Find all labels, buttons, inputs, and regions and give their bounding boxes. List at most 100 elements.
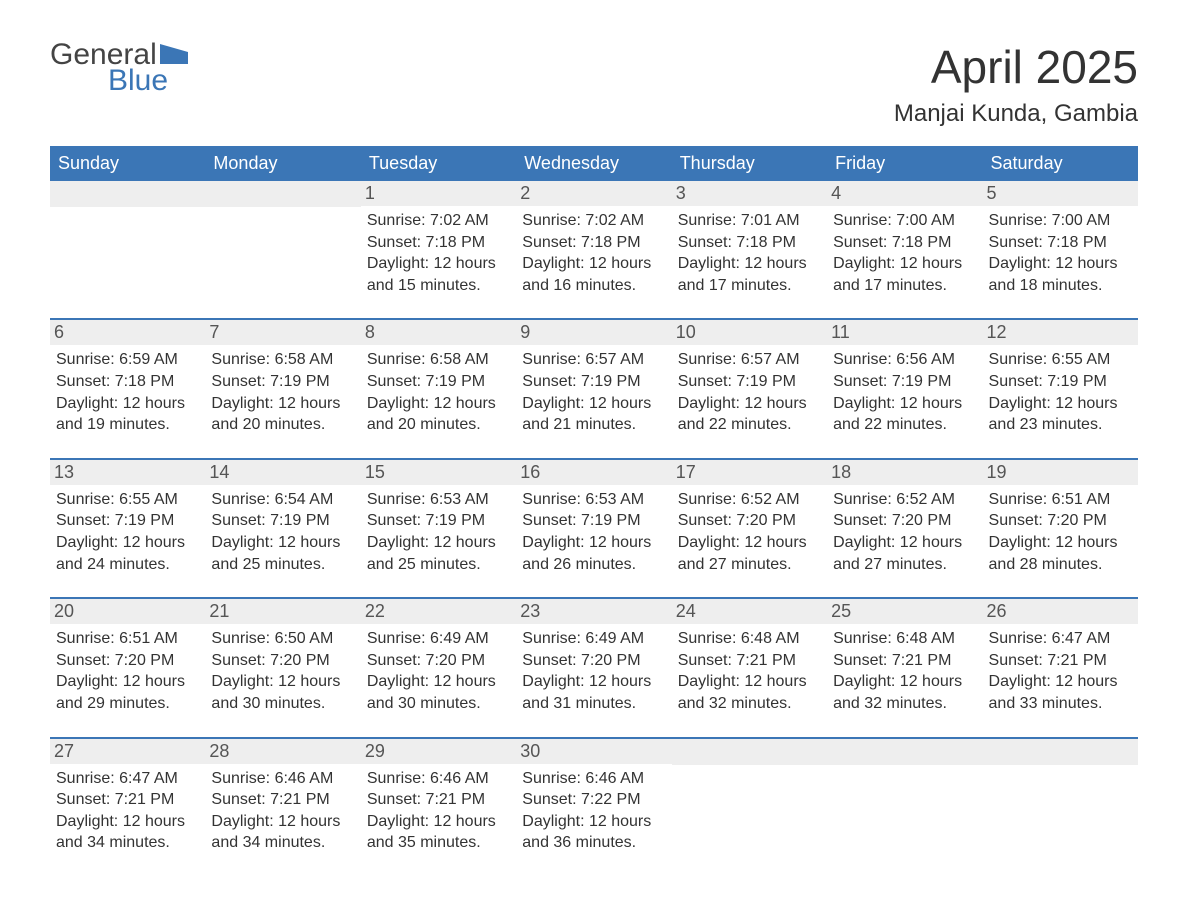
daylight-text: and 23 minutes. — [989, 414, 1132, 436]
sunset-text: Sunset: 7:21 PM — [678, 650, 821, 672]
calendar: SundayMondayTuesdayWednesdayThursdayFrid… — [50, 146, 1138, 868]
day-cell: 17 Sunrise: 6:52 AMSunset: 7:20 PMDayligh… — [672, 460, 827, 589]
day-number: 8 — [361, 320, 516, 345]
day-number: 29 — [361, 739, 516, 764]
sunrise-text: Sunrise: 6:54 AM — [211, 489, 354, 511]
day-number — [827, 739, 982, 765]
day-cell: 9 Sunrise: 6:57 AMSunset: 7:19 PMDaylight… — [516, 320, 671, 449]
sunrise-text: Sunrise: 6:51 AM — [989, 489, 1132, 511]
daylight-text: and 33 minutes. — [989, 693, 1132, 715]
day-cell: 10Sunrise: 6:57 AMSunset: 7:19 PMDayligh… — [672, 320, 827, 449]
day-cell: 28Sunrise: 6:46 AMSunset: 7:21 PMDayligh… — [205, 739, 360, 868]
daylight-text: Daylight: 12 hours — [833, 393, 976, 415]
day-number: 4 — [827, 181, 982, 206]
dow-cell: Friday — [827, 146, 982, 181]
day-cell: 4Sunrise: 7:00 AMSunset: 7:18 PMDaylight… — [827, 181, 982, 310]
day-cell: 25Sunrise: 6:48 AMSunset: 7:21 PMDayligh… — [827, 599, 982, 728]
sunrise-text: Sunrise: 6:52 AM — [833, 489, 976, 511]
day-cell: 16Sunrise: 6:53 AMSunset: 7:19 PMDayligh… — [516, 460, 671, 589]
sunrise-text: Sunrise: 6:53 AM — [367, 489, 510, 511]
day-number: 7 — [205, 320, 360, 345]
day-cell: 30Sunrise: 6:46 AMSunset: 7:22 PMDayligh… — [516, 739, 671, 868]
sunset-text: Sunset: 7:18 PM — [833, 232, 976, 254]
brand-bottom-text: Blue — [108, 66, 188, 96]
daylight-text: and 15 minutes. — [367, 275, 510, 297]
daylight-text: and 36 minutes. — [522, 832, 665, 854]
day-number: 10 — [672, 320, 827, 345]
sunrise-text: Sunrise: 6:55 AM — [56, 489, 199, 511]
sunset-text: Sunset: 7:20 PM — [678, 510, 821, 532]
day-number: 17 — [672, 460, 827, 485]
dow-cell: Saturday — [983, 146, 1138, 181]
sunrise-text: Sunrise: 7:02 AM — [367, 210, 510, 232]
sunset-text: Sunset: 7:22 PM — [522, 789, 665, 811]
sunrise-text: Sunrise: 7:00 AM — [989, 210, 1132, 232]
sunset-text: Sunset: 7:18 PM — [989, 232, 1132, 254]
month-title: April 2025 — [894, 40, 1138, 94]
day-cell: 22Sunrise: 6:49 AMSunset: 7:20 PMDayligh… — [361, 599, 516, 728]
sunset-text: Sunset: 7:19 PM — [56, 510, 199, 532]
day-cell — [672, 739, 827, 868]
sunset-text: Sunset: 7:20 PM — [56, 650, 199, 672]
day-cell: 5Sunrise: 7:00 AMSunset: 7:18 PMDaylight… — [983, 181, 1138, 310]
sunset-text: Sunset: 7:19 PM — [367, 371, 510, 393]
daylight-text: and 30 minutes. — [211, 693, 354, 715]
daylight-text: Daylight: 12 hours — [56, 393, 199, 415]
daylight-text: Daylight: 12 hours — [989, 393, 1132, 415]
day-number — [50, 181, 205, 207]
day-number: 13 — [50, 460, 205, 485]
daylight-text: and 22 minutes. — [678, 414, 821, 436]
sunrise-text: Sunrise: 6:57 AM — [522, 349, 665, 371]
daylight-text: and 18 minutes. — [989, 275, 1132, 297]
sunset-text: Sunset: 7:19 PM — [211, 371, 354, 393]
daylight-text: and 17 minutes. — [833, 275, 976, 297]
day-number: 26 — [983, 599, 1138, 624]
sunset-text: Sunset: 7:19 PM — [522, 371, 665, 393]
daylight-text: and 27 minutes. — [678, 554, 821, 576]
daylight-text: and 27 minutes. — [833, 554, 976, 576]
daylight-text: Daylight: 12 hours — [522, 393, 665, 415]
day-cell: 1Sunrise: 7:02 AMSunset: 7:18 PMDaylight… — [361, 181, 516, 310]
daylight-text: Daylight: 12 hours — [678, 393, 821, 415]
daylight-text: Daylight: 12 hours — [522, 671, 665, 693]
day-number: 19 — [983, 460, 1138, 485]
daylight-text: Daylight: 12 hours — [989, 671, 1132, 693]
sunrise-text: Sunrise: 6:49 AM — [522, 628, 665, 650]
daylight-text: Daylight: 12 hours — [56, 811, 199, 833]
weeks-container: 1Sunrise: 7:02 AMSunset: 7:18 PMDaylight… — [50, 181, 1138, 868]
sunset-text: Sunset: 7:18 PM — [56, 371, 199, 393]
day-number: 27 — [50, 739, 205, 764]
daylight-text: Daylight: 12 hours — [833, 253, 976, 275]
day-number: 18 — [827, 460, 982, 485]
day-cell: 19Sunrise: 6:51 AMSunset: 7:20 PMDayligh… — [983, 460, 1138, 589]
daylight-text: and 25 minutes. — [367, 554, 510, 576]
day-cell: 27Sunrise: 6:47 AMSunset: 7:21 PMDayligh… — [50, 739, 205, 868]
sunrise-text: Sunrise: 7:02 AM — [522, 210, 665, 232]
daylight-text: and 28 minutes. — [989, 554, 1132, 576]
daylight-text: Daylight: 12 hours — [522, 532, 665, 554]
day-cell: 29Sunrise: 6:46 AMSunset: 7:21 PMDayligh… — [361, 739, 516, 868]
day-cell — [50, 181, 205, 310]
sunrise-text: Sunrise: 6:47 AM — [989, 628, 1132, 650]
day-number: 9 — [516, 320, 671, 345]
sunset-text: Sunset: 7:18 PM — [522, 232, 665, 254]
daylight-text: and 29 minutes. — [56, 693, 199, 715]
day-cell: 26Sunrise: 6:47 AMSunset: 7:21 PMDayligh… — [983, 599, 1138, 728]
page-header: General Blue April 2025 Manjai Kunda, Ga… — [50, 40, 1138, 128]
sunrise-text: Sunrise: 6:53 AM — [522, 489, 665, 511]
sunset-text: Sunset: 7:20 PM — [367, 650, 510, 672]
daylight-text: Daylight: 12 hours — [678, 532, 821, 554]
day-number — [983, 739, 1138, 765]
daylight-text: and 26 minutes. — [522, 554, 665, 576]
day-number: 15 — [361, 460, 516, 485]
sunrise-text: Sunrise: 6:52 AM — [678, 489, 821, 511]
daylight-text: and 24 minutes. — [56, 554, 199, 576]
day-number: 14 — [205, 460, 360, 485]
daylight-text: Daylight: 12 hours — [989, 253, 1132, 275]
day-cell: 12Sunrise: 6:55 AMSunset: 7:19 PMDayligh… — [983, 320, 1138, 449]
sunset-text: Sunset: 7:18 PM — [367, 232, 510, 254]
daylight-text: and 17 minutes. — [678, 275, 821, 297]
title-block: April 2025 Manjai Kunda, Gambia — [894, 40, 1138, 128]
daylight-text: Daylight: 12 hours — [522, 811, 665, 833]
sunrise-text: Sunrise: 6:51 AM — [56, 628, 199, 650]
